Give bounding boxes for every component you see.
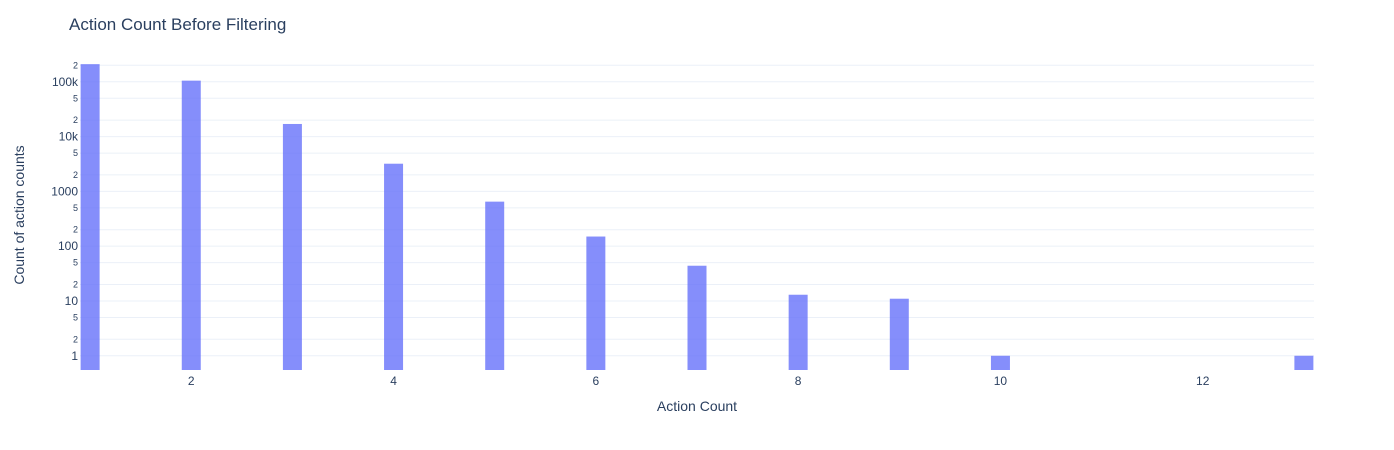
y-minor-tick-label: 5 xyxy=(73,148,78,158)
y-tick-label: 1000 xyxy=(51,184,78,198)
y-minor-tick-label: 2 xyxy=(73,170,78,180)
y-minor-tick-label: 5 xyxy=(73,258,78,268)
y-minor-tick-label: 5 xyxy=(73,312,78,322)
x-tick-label: 6 xyxy=(593,374,600,388)
bar xyxy=(181,80,201,371)
x-tick-label: 8 xyxy=(795,374,802,388)
bar xyxy=(282,123,302,370)
y-minor-tick-label: 2 xyxy=(73,60,78,70)
bar xyxy=(384,163,404,370)
y-minor-tick-label: 2 xyxy=(73,334,78,344)
x-tick-label: 12 xyxy=(1196,374,1210,388)
chart-title: Action Count Before Filtering xyxy=(69,15,286,34)
y-axis-ticks: 1 10 100 1000 10k 100k 2 5 2 5 2 5 2 5 2 5 2 xyxy=(51,60,79,362)
y-minor-tick-label: 2 xyxy=(73,225,78,235)
y-axis-title: Count of action counts xyxy=(11,145,27,284)
y-tick-label: 100 xyxy=(58,239,78,253)
bar xyxy=(687,265,707,370)
y-minor-tick-label: 2 xyxy=(73,115,78,125)
x-axis-ticks: 2 4 6 8 10 12 xyxy=(188,374,1210,388)
y-minor-tick-label: 2 xyxy=(73,279,78,289)
bars xyxy=(80,64,1314,371)
x-tick-label: 4 xyxy=(390,374,397,388)
x-axis-title: Action Count xyxy=(657,398,737,414)
bar xyxy=(990,355,1010,370)
x-tick-label: 10 xyxy=(994,374,1008,388)
y-tick-label: 10 xyxy=(65,294,79,308)
bar xyxy=(80,64,100,371)
y-tick-label: 1 xyxy=(71,349,78,363)
bar xyxy=(586,236,606,370)
bar xyxy=(1294,355,1314,370)
y-minor-tick-label: 5 xyxy=(73,93,78,103)
bar xyxy=(889,298,909,370)
bar xyxy=(485,201,505,370)
x-tick-label: 2 xyxy=(188,374,195,388)
bar xyxy=(788,294,808,370)
y-tick-label: 10k xyxy=(59,130,79,144)
y-minor-tick-label: 5 xyxy=(73,203,78,213)
y-tick-label: 100k xyxy=(52,75,79,89)
